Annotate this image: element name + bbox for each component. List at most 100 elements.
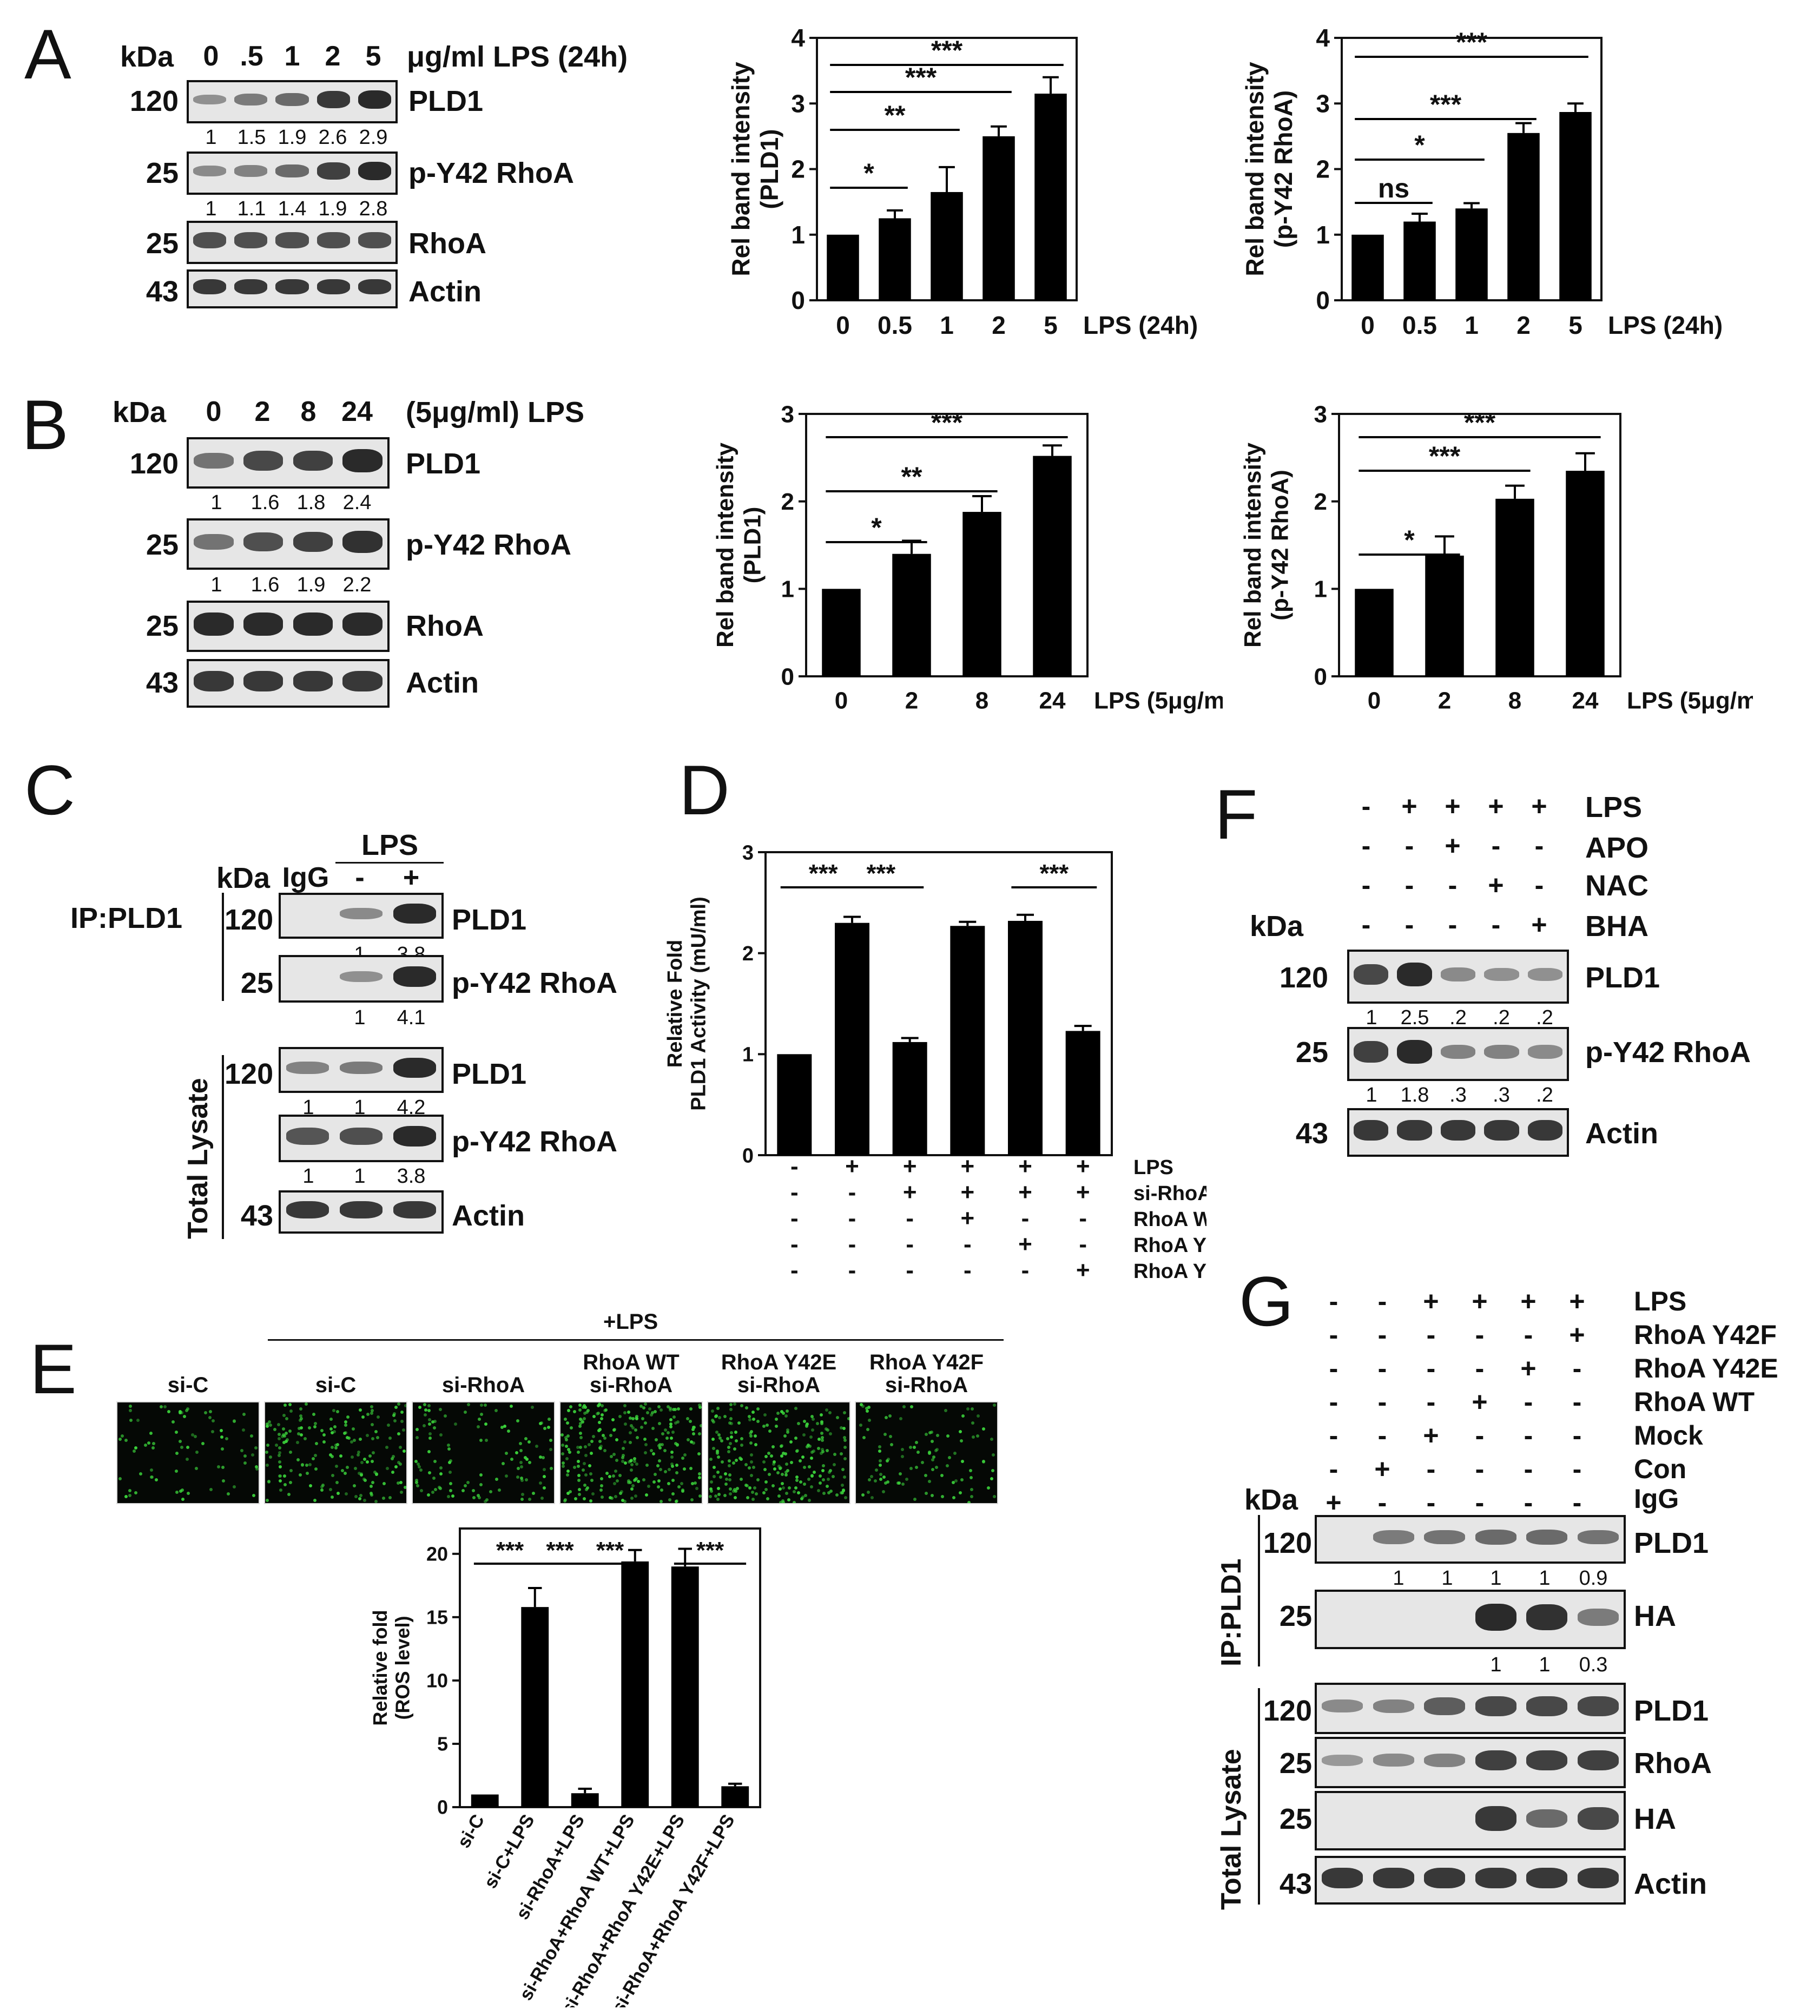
y-tick-label: 0 xyxy=(742,1144,754,1167)
fluorescence-dot xyxy=(740,1443,744,1447)
fluorescence-dot xyxy=(783,1434,787,1438)
fluorescence-dot xyxy=(802,1433,806,1437)
fluorescence-dot xyxy=(913,1498,917,1501)
fluorescence-dot xyxy=(330,1431,334,1435)
blot-band xyxy=(393,903,437,924)
blot-band xyxy=(1373,1868,1414,1888)
fluorescence-dot xyxy=(420,1489,424,1493)
fluorescence-dot xyxy=(136,1418,140,1422)
significance-label: *** xyxy=(1456,27,1488,57)
fluorescence-dot xyxy=(561,1461,565,1465)
fluorescence-dot xyxy=(416,1484,419,1488)
quant-value: 3.8 xyxy=(397,1165,426,1188)
kda-marker: 120 xyxy=(225,904,274,936)
x-tick-label: 0 xyxy=(836,311,850,339)
fluorescence-dot xyxy=(449,1470,452,1474)
bar xyxy=(1355,589,1394,676)
quant-value: 1 xyxy=(205,126,217,149)
fluorescence-dot xyxy=(754,1492,758,1495)
blot-band xyxy=(339,1201,383,1219)
treatment-sign: + xyxy=(1531,910,1547,940)
fluorescence-dot xyxy=(843,1446,847,1450)
fluorescence-dot xyxy=(585,1411,589,1414)
y-tick-label: 3 xyxy=(1316,89,1330,117)
blot-strip xyxy=(187,437,390,489)
fluorescence-dot xyxy=(804,1494,808,1498)
fluorescence-dot xyxy=(641,1417,645,1420)
fluorescence-dot xyxy=(635,1417,638,1421)
blot-band xyxy=(1424,1530,1466,1545)
x-tick-label: 0 xyxy=(835,687,848,714)
fluorescence-dot xyxy=(578,1403,582,1407)
fluorescence-dot xyxy=(936,1433,940,1437)
quant-value: 2.2 xyxy=(342,574,372,596)
fluorescence-dot xyxy=(570,1426,573,1430)
image-label: si-RhoA xyxy=(737,1373,821,1397)
fluorescence-dot xyxy=(621,1459,624,1463)
bar xyxy=(879,218,911,300)
fluorescence-dot xyxy=(599,1477,603,1480)
panel-letter-b: B xyxy=(22,385,69,464)
kda-marker: 43 xyxy=(146,275,179,308)
fluorescence-dot xyxy=(344,1424,348,1427)
fluorescence-dot xyxy=(478,1495,482,1499)
fluorescence-dot xyxy=(729,1403,733,1407)
fluorescence-dot xyxy=(623,1411,627,1415)
treatment-sign: - xyxy=(1572,1353,1582,1383)
x-axis-label: LPS (5μg/ml) xyxy=(1627,687,1753,714)
fluorescence-dot xyxy=(543,1486,546,1490)
blot-strip xyxy=(1315,1590,1626,1649)
fluorescence-dot xyxy=(816,1421,820,1425)
blot-band xyxy=(286,1062,329,1074)
quant-value: .2 xyxy=(1536,1006,1553,1029)
blot-band xyxy=(1354,1120,1389,1141)
fluorescence-dot xyxy=(313,1498,317,1502)
fluorescence-dot xyxy=(697,1432,701,1435)
plot-frame xyxy=(1338,413,1621,677)
fluorescence-dot xyxy=(951,1480,955,1484)
blot-band xyxy=(1322,1754,1363,1767)
y-tick-label: 1 xyxy=(1314,576,1327,603)
x-tick-label: 1 xyxy=(940,311,954,339)
quant-value: 1 xyxy=(205,197,217,220)
fluorescence-dot xyxy=(807,1465,811,1468)
fluorescence-dot xyxy=(353,1439,357,1442)
quant-value: 1 xyxy=(1366,1084,1377,1106)
fluorescence-dot xyxy=(344,1431,348,1435)
fluorescence-dot xyxy=(578,1424,582,1428)
fluorescence-dot xyxy=(781,1482,784,1486)
x-tick-label: si-C+LPS xyxy=(480,1811,538,1892)
fluorescence-dot xyxy=(664,1470,668,1473)
fluorescence-dot xyxy=(582,1404,586,1407)
fluorescence-dot xyxy=(586,1408,590,1412)
lps-header: LPS xyxy=(361,829,419,861)
fluorescence-dot xyxy=(629,1468,633,1472)
fluorescence-dot xyxy=(175,1451,179,1455)
fluorescence-dot xyxy=(195,1450,199,1454)
fluorescence-dot xyxy=(397,1402,401,1406)
kda-marker: 25 xyxy=(146,227,179,260)
fluorescence-dot xyxy=(819,1481,822,1485)
treatment-sign: - xyxy=(1572,1387,1582,1417)
significance-label: *** xyxy=(1039,859,1069,887)
bar xyxy=(1425,555,1464,676)
blot-band xyxy=(393,1125,437,1147)
fluorescence-dot xyxy=(540,1497,544,1500)
fluorescence-dot xyxy=(835,1415,839,1419)
fluorescence-dot xyxy=(733,1447,736,1451)
fluorescence-dot xyxy=(354,1494,358,1498)
fluorescence-dot xyxy=(805,1445,809,1449)
fluorescence-dot xyxy=(729,1407,733,1411)
lps-header: +LPS xyxy=(603,1310,658,1334)
blot-band xyxy=(393,1201,437,1219)
protein-label: PLD1 xyxy=(408,85,484,117)
fluorescence-dot xyxy=(335,1481,339,1485)
fluorescence-dot xyxy=(296,1432,300,1435)
fluorescence-dot xyxy=(614,1494,617,1498)
quant-value: 1 xyxy=(354,1165,366,1188)
blot-band xyxy=(342,612,383,636)
treatment-sign: - xyxy=(1329,1454,1338,1484)
blot-band xyxy=(1526,1750,1568,1771)
treatment-sign: - xyxy=(1426,1487,1436,1518)
ip-label: IP:PLD1 xyxy=(70,902,183,934)
